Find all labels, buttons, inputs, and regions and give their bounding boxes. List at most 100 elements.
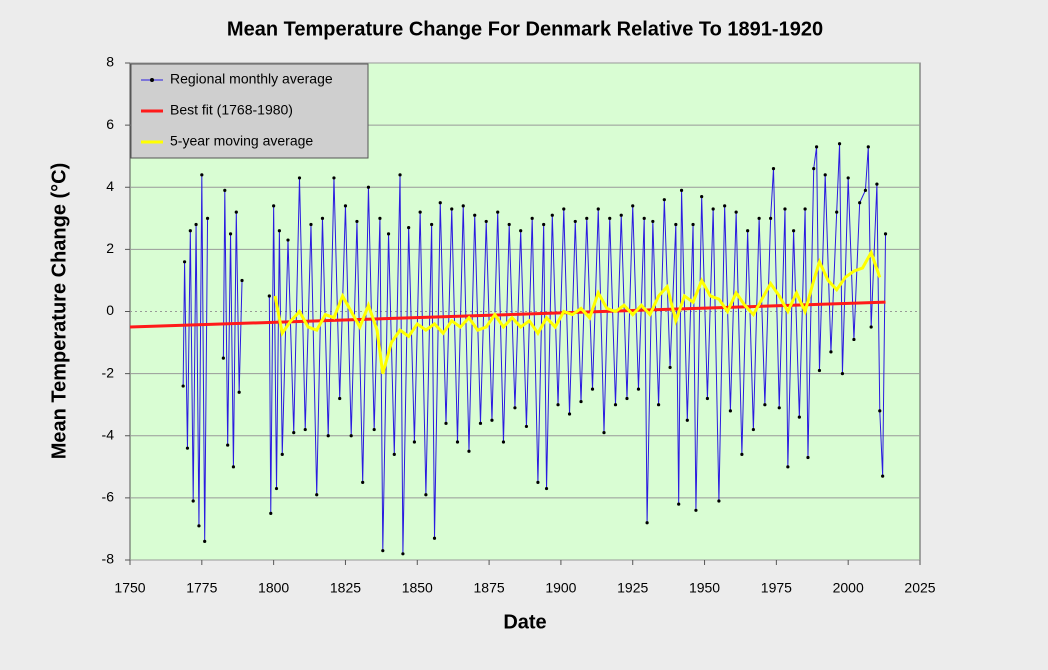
data-point xyxy=(700,194,704,199)
data-point xyxy=(361,480,365,484)
data-point xyxy=(619,213,623,217)
data-point xyxy=(398,173,402,177)
data-point xyxy=(231,465,236,469)
data-point xyxy=(444,421,448,425)
data-point xyxy=(562,207,566,211)
data-point xyxy=(837,142,842,146)
data-point xyxy=(668,365,672,370)
data-point xyxy=(188,229,192,233)
y-tick-label: 8 xyxy=(106,54,114,70)
legend-label: Regional monthly average xyxy=(170,71,333,87)
data-point xyxy=(478,421,483,425)
data-point xyxy=(297,176,302,180)
y-tick-label: 4 xyxy=(106,178,114,194)
data-point xyxy=(803,207,807,211)
data-point xyxy=(366,185,371,189)
data-point xyxy=(656,403,661,407)
legend-marker xyxy=(150,78,154,82)
y-tick-label: -4 xyxy=(102,426,115,442)
legend-label: Best fit (1768-1980) xyxy=(170,102,293,118)
data-point xyxy=(645,521,649,525)
data-point xyxy=(424,493,428,497)
data-point xyxy=(272,204,276,208)
data-point xyxy=(203,539,207,543)
x-tick-label: 1800 xyxy=(258,580,289,596)
data-point xyxy=(881,474,885,478)
data-point xyxy=(501,440,506,444)
data-point xyxy=(602,431,606,435)
data-point xyxy=(590,387,595,391)
data-point xyxy=(662,198,666,202)
data-point xyxy=(769,216,773,220)
data-point xyxy=(182,260,187,264)
y-axis-label: Mean Temperature Change (°C) xyxy=(48,163,70,460)
data-point xyxy=(786,465,790,469)
data-point xyxy=(817,368,822,373)
data-point xyxy=(596,207,600,211)
data-point xyxy=(852,337,856,342)
data-point xyxy=(685,418,689,422)
data-point xyxy=(277,229,281,233)
data-point xyxy=(234,210,238,214)
data-point xyxy=(866,145,870,149)
data-point xyxy=(269,511,273,516)
data-point xyxy=(303,427,307,432)
x-tick-label: 1875 xyxy=(474,580,505,596)
data-point xyxy=(315,493,319,497)
data-point xyxy=(771,167,776,171)
data-point xyxy=(751,427,755,432)
data-point xyxy=(496,210,500,214)
data-point xyxy=(461,204,465,208)
data-point xyxy=(835,210,839,214)
data-point xyxy=(625,396,629,401)
data-point xyxy=(267,294,271,298)
x-tick-label: 1975 xyxy=(761,580,792,596)
data-point xyxy=(679,188,684,192)
data-point xyxy=(878,409,882,413)
data-point xyxy=(613,403,618,407)
data-point xyxy=(280,452,284,456)
data-point xyxy=(651,219,655,224)
data-point xyxy=(631,204,635,208)
data-point xyxy=(392,452,396,456)
x-tick-label: 1825 xyxy=(330,580,361,596)
data-point xyxy=(550,213,554,217)
data-point xyxy=(858,201,862,205)
x-tick-label: 1775 xyxy=(186,580,217,596)
data-point xyxy=(734,210,738,214)
data-point xyxy=(401,552,405,556)
data-point xyxy=(530,216,534,220)
y-tick-label: -6 xyxy=(102,489,115,505)
data-point xyxy=(705,396,710,401)
data-point xyxy=(875,182,879,186)
data-point xyxy=(746,229,750,233)
data-point xyxy=(829,350,833,354)
data-point xyxy=(823,173,827,177)
data-point xyxy=(292,431,296,435)
data-point xyxy=(221,356,225,360)
y-tick-label: 6 xyxy=(106,116,114,132)
data-point xyxy=(840,372,845,376)
data-point xyxy=(381,549,385,553)
y-tick-label: 0 xyxy=(106,302,114,318)
data-point xyxy=(450,207,454,211)
data-point xyxy=(386,232,391,236)
x-tick-label: 1750 xyxy=(114,580,145,596)
data-point xyxy=(869,325,873,329)
data-point xyxy=(372,427,376,432)
data-point xyxy=(674,222,678,227)
data-point xyxy=(237,390,241,394)
data-point xyxy=(194,222,198,227)
data-point xyxy=(536,480,540,484)
data-point xyxy=(777,406,781,410)
data-point xyxy=(338,396,342,401)
data-point xyxy=(792,229,796,233)
y-tick-label: -2 xyxy=(102,364,115,380)
data-point xyxy=(430,222,434,227)
x-tick-label: 1925 xyxy=(617,580,648,596)
data-point xyxy=(717,499,721,503)
data-point xyxy=(412,440,416,444)
data-point xyxy=(846,176,850,180)
data-point xyxy=(326,434,330,438)
